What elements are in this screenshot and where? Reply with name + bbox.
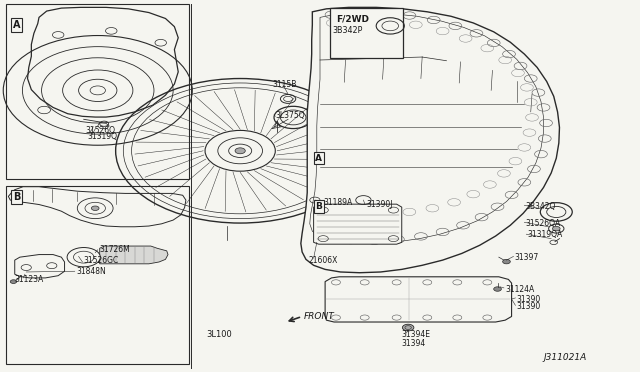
Text: 31319Q: 31319Q <box>88 132 118 141</box>
Text: 31390: 31390 <box>516 302 541 311</box>
Circle shape <box>552 227 560 231</box>
Bar <box>6 4 189 179</box>
Text: 31123A: 31123A <box>15 275 44 284</box>
Text: 31526Q: 31526Q <box>85 126 115 135</box>
Text: 31124A: 31124A <box>505 285 534 294</box>
Text: B: B <box>13 192 20 202</box>
Polygon shape <box>28 7 178 117</box>
Polygon shape <box>314 204 402 244</box>
Text: B: B <box>316 202 322 211</box>
Circle shape <box>502 259 510 264</box>
Text: 31526GC: 31526GC <box>84 256 119 265</box>
Bar <box>6 186 189 364</box>
Polygon shape <box>325 277 511 322</box>
Circle shape <box>235 148 245 154</box>
Polygon shape <box>8 187 186 227</box>
Text: 31319QA: 31319QA <box>527 230 563 240</box>
Text: 31848N: 31848N <box>76 267 106 276</box>
Circle shape <box>403 324 414 331</box>
Text: 31394E: 31394E <box>402 330 431 340</box>
Circle shape <box>10 280 17 283</box>
Text: 31390J: 31390J <box>366 200 392 209</box>
Text: 31726M: 31726M <box>100 244 131 253</box>
Text: A: A <box>13 20 20 30</box>
Bar <box>330 8 403 58</box>
Polygon shape <box>301 7 559 273</box>
Text: 3B342P: 3B342P <box>333 26 363 35</box>
Circle shape <box>493 287 501 291</box>
Text: 31394: 31394 <box>402 339 426 348</box>
Text: 21606X: 21606X <box>308 256 338 265</box>
Circle shape <box>67 247 100 267</box>
Polygon shape <box>15 254 65 278</box>
Text: 3115B: 3115B <box>273 80 297 89</box>
Text: 31189A: 31189A <box>323 198 353 207</box>
Text: 31526QA: 31526QA <box>525 219 561 228</box>
Text: 31390: 31390 <box>516 295 541 304</box>
Text: 31397: 31397 <box>515 253 539 262</box>
Text: F/2WD: F/2WD <box>336 15 369 24</box>
Circle shape <box>92 206 99 211</box>
Text: A: A <box>316 154 322 163</box>
Text: 3L375Q: 3L375Q <box>275 111 305 120</box>
Text: 3L100: 3L100 <box>206 330 232 340</box>
Text: J311021A: J311021A <box>543 353 587 362</box>
Polygon shape <box>100 246 168 264</box>
Text: FRONT: FRONT <box>303 312 334 321</box>
Text: 3B342Q: 3B342Q <box>525 202 556 211</box>
